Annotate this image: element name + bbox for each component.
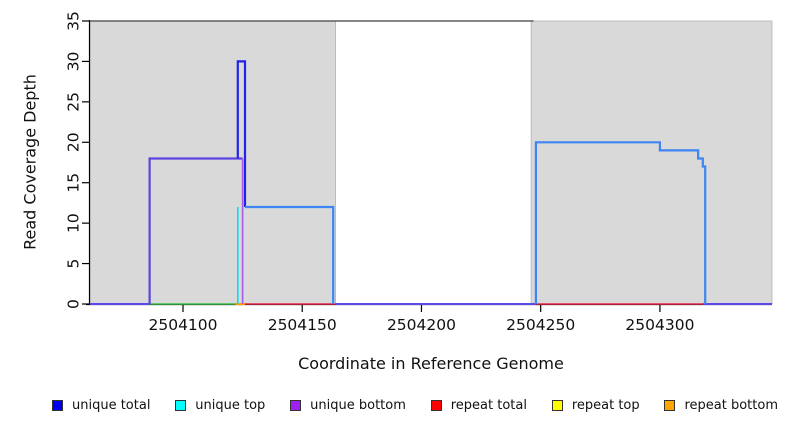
series-unique-bottom-step xyxy=(148,157,243,304)
x-tick-label: 2504200 xyxy=(387,316,456,334)
y-tick-label: 10 xyxy=(65,213,83,233)
legend-label: unique total xyxy=(72,398,151,413)
legend-swatch-icon xyxy=(290,400,302,411)
legend-item: repeat total xyxy=(430,398,527,413)
legend-item: repeat top xyxy=(551,398,640,413)
y-tick-label: 5 xyxy=(65,259,83,269)
series-unique-total-spike xyxy=(236,60,247,207)
legend-swatch-icon xyxy=(52,400,63,411)
legend: unique total unique top unique bottom repea… xyxy=(0,398,792,413)
y-tick-label: 0 xyxy=(65,299,83,309)
y-tick-label: 25 xyxy=(65,92,83,112)
y-tick-label: 30 xyxy=(65,52,83,72)
left-gray-region xyxy=(89,20,337,305)
legend-label: repeat bottom xyxy=(684,398,778,413)
y-axis-title: Read Coverage Depth xyxy=(20,74,40,250)
coverage-plot-canvas: 0 5 10 15 20 25 30 35 2504100 2504150 2504200 25042… xyxy=(65,11,773,334)
legend-item: unique bottom xyxy=(290,398,406,413)
legend-label: repeat top xyxy=(571,398,640,413)
y-tick-label: 35 xyxy=(65,11,83,31)
y-tick-label: 15 xyxy=(65,173,83,193)
legend-swatch-icon xyxy=(175,400,187,411)
legend-item: repeat bottom xyxy=(664,398,778,413)
legend-label: unique top xyxy=(195,398,266,413)
legend-item: unique top xyxy=(175,398,265,413)
legend-label: repeat total xyxy=(450,398,527,413)
legend-item: unique total xyxy=(52,398,150,413)
y-tick-label: 20 xyxy=(65,132,83,152)
right-gray-region xyxy=(530,20,773,305)
x-tick-label: 2504150 xyxy=(268,316,337,334)
legend-swatch-icon xyxy=(430,400,442,411)
legend-swatch-icon xyxy=(551,400,563,411)
legend-label: unique bottom xyxy=(310,398,406,413)
x-axis-title: Coordinate in Reference Genome xyxy=(298,354,564,373)
x-tick-label: 2504100 xyxy=(148,316,217,334)
series-unique-total-mid xyxy=(245,205,335,304)
x-tick-label: 2504250 xyxy=(506,316,575,334)
x-tick-label: 2504300 xyxy=(625,316,694,334)
legend-swatch-icon xyxy=(664,400,676,411)
series-unique-total-right xyxy=(534,141,707,304)
